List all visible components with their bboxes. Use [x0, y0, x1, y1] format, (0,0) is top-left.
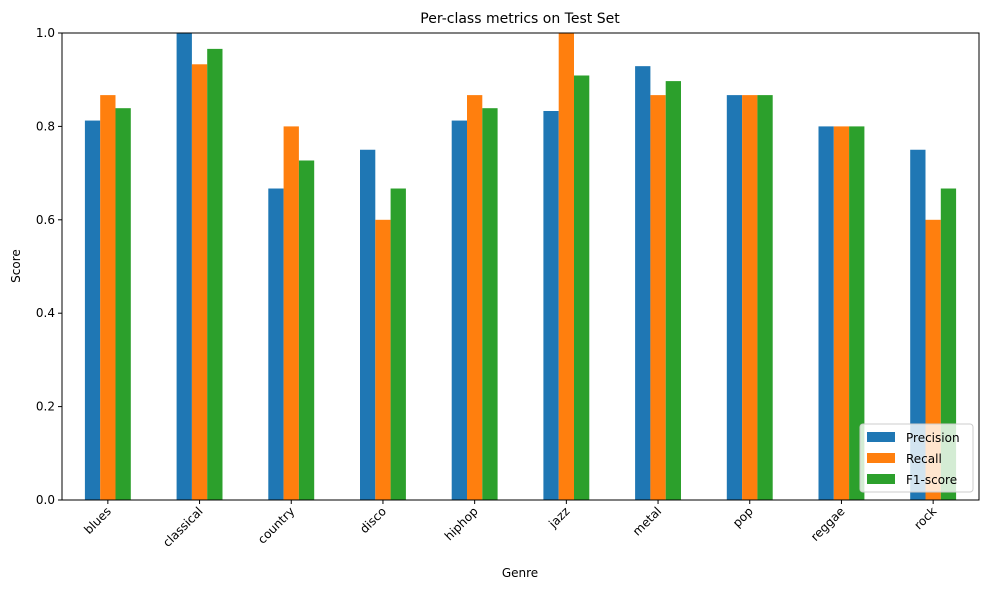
y-axis: 0.0 0.2 0.4 0.6 0.8 1.0: [36, 26, 62, 507]
bar-f1-score-classical: [207, 48, 223, 501]
y-axis-label: Score: [9, 249, 23, 283]
x-tick-label-pop: pop: [730, 504, 756, 530]
x-tick-label-hiphop: hiphop: [442, 504, 481, 543]
legend-swatch-f1-score: [867, 474, 895, 484]
bar-precision-metal: [635, 66, 651, 501]
bar-f1-score-disco: [390, 188, 406, 501]
bar-f1-score-reggae: [849, 126, 865, 501]
bar-f1-score-rock: [940, 188, 957, 501]
bar-f1-score-country: [298, 160, 315, 500]
chart-title: Per-class metrics on Test Set: [420, 11, 620, 27]
bar-precision-reggae: [818, 126, 834, 501]
legend-label-f1-score: F1-score: [906, 473, 957, 487]
x-tick-label-metal: metal: [630, 504, 664, 538]
x-tick-label-reggae: reggae: [808, 504, 848, 544]
legend-swatch-recall: [867, 453, 895, 463]
x-axis-label: Genre: [502, 566, 538, 580]
bar-precision-classical: [176, 33, 192, 500]
bar-precision-blues: [84, 120, 101, 500]
bar-precision-rock: [910, 149, 926, 500]
bar-recall-jazz: [558, 33, 574, 500]
x-tick-label-jazz: jazz: [545, 504, 572, 531]
legend-label-precision: Precision: [906, 431, 960, 445]
bars-group: [84, 33, 957, 501]
bar-precision-country: [268, 188, 284, 501]
legend: Precision Recall F1-score: [859, 423, 974, 493]
bar-precision-disco: [360, 149, 376, 500]
bar-recall-hiphop: [467, 95, 483, 501]
bar-f1-score-hiphop: [482, 108, 498, 500]
y-tick-label: 0.8: [36, 119, 55, 133]
x-tick-label-blues: blues: [81, 504, 114, 537]
y-tick-label: 0.6: [36, 213, 55, 227]
bar-recall-pop: [742, 95, 758, 501]
bar-f1-score-pop: [757, 95, 773, 501]
bar-recall-country: [283, 126, 299, 501]
x-tick-label-rock: rock: [911, 504, 939, 532]
plot-frame: [61, 32, 980, 501]
y-tick-label: 0.2: [36, 400, 55, 414]
x-axis: blues classical country disco hiphop jazz meta…: [81, 500, 939, 550]
x-tick-label-disco: disco: [357, 504, 389, 536]
bar-recall-metal: [650, 95, 666, 501]
bar-precision-pop: [726, 95, 743, 501]
bar-f1-score-metal: [665, 81, 681, 500]
bar-f1-score-jazz: [574, 75, 590, 500]
legend-swatch-precision: [867, 432, 895, 442]
bar-recall-reggae: [833, 126, 850, 501]
bar-recall-disco: [375, 219, 391, 501]
bar-f1-score-blues: [115, 108, 131, 500]
bar-precision-jazz: [543, 110, 559, 500]
legend-label-recall: Recall: [906, 452, 942, 466]
bar-recall-blues: [100, 95, 116, 501]
y-tick-label: 0.0: [36, 493, 55, 507]
x-tick-label-country: country: [255, 504, 297, 546]
bar-precision-hiphop: [451, 120, 467, 500]
y-tick-label: 1.0: [36, 26, 55, 40]
y-tick-label: 0.4: [36, 306, 55, 320]
x-tick-label-classical: classical: [160, 504, 206, 550]
bar-recall-classical: [191, 64, 208, 500]
